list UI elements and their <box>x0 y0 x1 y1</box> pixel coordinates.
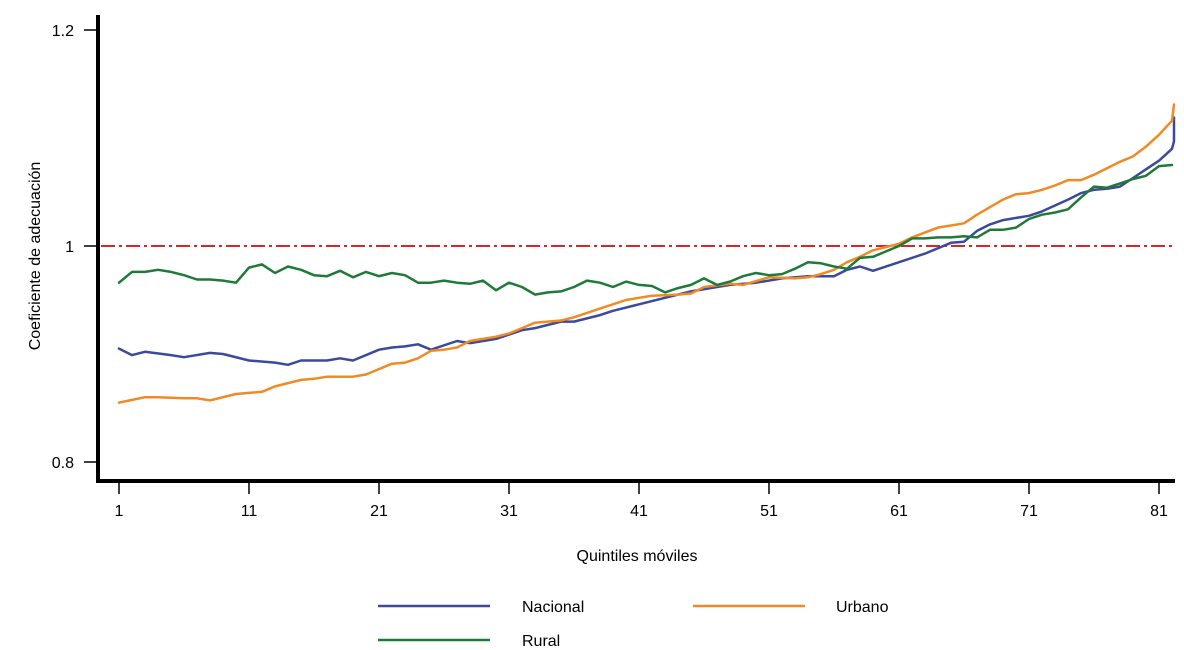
series-line-rural <box>117 163 1174 296</box>
legend-label-urbano: Urbano <box>836 599 889 616</box>
x-tick-label: 11 <box>241 503 258 520</box>
x-tick-label: 61 <box>890 503 908 520</box>
x-tick-label: 1 <box>115 503 124 520</box>
series-line-nacional <box>117 116 1176 367</box>
y-tick-label: 0.8 <box>52 455 74 472</box>
legend-label-nacional: Nacional <box>522 599 584 616</box>
y-tick-label: 1.2 <box>52 23 74 40</box>
x-ticks: 1 11 21 31 41 51 61 71 81 <box>115 482 1168 520</box>
series-line-urbano <box>117 103 1176 404</box>
legend: Nacional Urbano Rural <box>378 599 889 650</box>
x-tick-label: 21 <box>370 503 388 520</box>
y-axis-title: Coeficiente de adecuación <box>27 162 44 351</box>
series-layer <box>117 103 1176 404</box>
x-tick-label: 51 <box>760 503 778 520</box>
y-tick-label: 1 <box>65 239 74 256</box>
axes <box>96 15 1175 483</box>
x-axis-title: Quintiles móviles <box>577 548 698 565</box>
y-ticks: 0.8 1 1.2 <box>52 23 98 472</box>
x-tick-label: 81 <box>1150 503 1168 520</box>
x-tick-label: 41 <box>630 503 648 520</box>
x-tick-label: 71 <box>1020 503 1038 520</box>
legend-label-rural: Rural <box>522 633 560 650</box>
x-tick-label: 31 <box>500 503 518 520</box>
